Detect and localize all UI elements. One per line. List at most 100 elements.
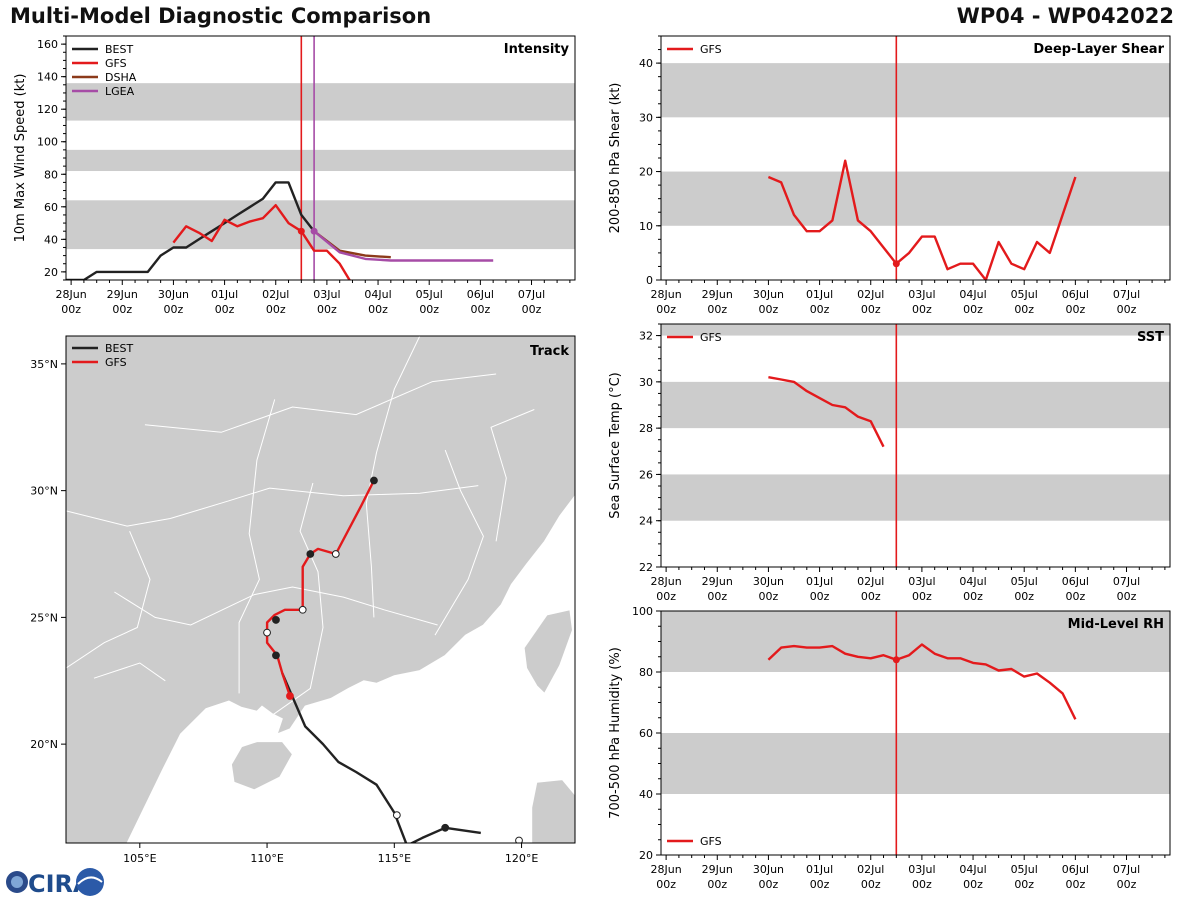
x-tick-label-hour: 00z (759, 878, 779, 891)
x-tick-label-hour: 00z (861, 303, 881, 316)
y-tick-label: 140 (37, 71, 58, 84)
x-tick-label-hour: 00z (912, 878, 932, 891)
x-tick-label-day: 06Jul (1062, 575, 1089, 588)
province-border (266, 482, 324, 720)
axes-frame (660, 323, 1171, 568)
series-line-gfs (767, 159, 1077, 280)
track-panel: 105°E 110°E 115°E 120°E 20°N 25°N 30°N 35°N Trac… (30, 335, 576, 865)
axes-frame (65, 335, 576, 844)
shaded-band (661, 733, 1170, 794)
map-area (66, 336, 575, 843)
y-tick-label: 40 (639, 788, 653, 801)
series-line-gfs (172, 203, 351, 280)
x-tick-label-day: 01Jul (211, 288, 238, 301)
x-tick-label-day: 03Jul (908, 288, 935, 301)
y-tick-label: 32 (639, 330, 653, 343)
hainan-land (230, 741, 294, 791)
y-tick-label: 120 (37, 103, 58, 116)
x-tick-label-day: 06Jul (1062, 863, 1089, 876)
x-tick-label-day: 03Jul (908, 863, 935, 876)
province-border (144, 373, 497, 433)
panel-title: Intensity (504, 42, 570, 57)
y-tick-label: 60 (44, 201, 58, 214)
x-tick-label-hour: 00z (266, 303, 286, 316)
x-tick-label-day: 28Jun (651, 863, 682, 876)
y-axis-label: 700-500 hPa Humidity (%) (608, 647, 623, 819)
x-tick-label-hour: 00z (759, 590, 779, 603)
cira-logo: CIRA (6, 868, 104, 898)
x-tick-label-hour: 00z (963, 303, 983, 316)
y-tick-label: 20 (639, 166, 653, 179)
x-tick-label-day: 06Jul (467, 288, 494, 301)
track-marker-gfs (272, 651, 280, 660)
x-tick-label-hour: 00z (1117, 878, 1137, 891)
track-line-best (281, 672, 481, 843)
track-marker-gfs (263, 628, 271, 637)
series-line-gfs (767, 643, 1077, 720)
series-line-best (66, 181, 316, 280)
panel-title: Deep-Layer Shear (1033, 42, 1164, 57)
x-tick-label-day: 29Jun (702, 575, 733, 588)
x-tick-label-day: 03Jul (313, 288, 340, 301)
plot-area (66, 36, 575, 280)
latitude-label: 25°N (30, 611, 58, 624)
y-tick-label: 22 (639, 561, 653, 574)
x-tick-label-hour: 00z (1014, 303, 1034, 316)
x-tick-label-hour: 00z (656, 590, 676, 603)
y-tick-label: 40 (639, 57, 653, 70)
x-tick-label-hour: 00z (215, 303, 235, 316)
x-tick-label-hour: 00z (164, 303, 184, 316)
x-tick-label-hour: 00z (112, 303, 132, 316)
x-tick-label-hour: 00z (61, 303, 81, 316)
panel-title: Mid-Level RH (1068, 617, 1164, 632)
x-tick-label-day: 29Jun (702, 863, 733, 876)
x-tick-label-day: 05Jul (416, 288, 443, 301)
x-tick-label-hour: 00z (317, 303, 337, 316)
y-tick-label: 20 (639, 849, 653, 862)
y-tick-label: 28 (639, 422, 653, 435)
x-tick-label-hour: 00z (861, 878, 881, 891)
y-axis-label: 10m Max Wind Speed (kt) (13, 74, 28, 243)
x-tick-label-day: 04Jul (959, 575, 986, 588)
x-tick-label-day: 01Jul (806, 863, 833, 876)
y-tick-label: 80 (44, 168, 58, 181)
x-tick-label-hour: 00z (759, 303, 779, 316)
page-title: Multi-Model Diagnostic Comparison (10, 4, 432, 28)
x-tick-label-hour: 00z (707, 878, 727, 891)
y-tick-label: 30 (639, 376, 653, 389)
storm-id-label: WP04 - WP042022 (956, 4, 1174, 28)
x-tick-label-hour: 00z (656, 878, 676, 891)
x-tick-label-hour: 00z (707, 303, 727, 316)
x-tick-label-hour: 00z (1014, 878, 1034, 891)
y-tick-label: 0 (646, 274, 653, 287)
x-tick-label-day: 07Jul (1113, 288, 1140, 301)
x-tick-label-day: 28Jun (651, 288, 682, 301)
x-tick-label-hour: 00z (1014, 590, 1034, 603)
x-tick-label-hour: 00z (810, 590, 830, 603)
x-tick-label-day: 29Jun (702, 288, 733, 301)
x-tick-label-day: 01Jul (806, 575, 833, 588)
shaded-band (66, 200, 575, 250)
x-tick-label-hour: 00z (368, 303, 388, 316)
y-tick-label: 100 (632, 605, 653, 618)
x-tick-label-day: 07Jul (1113, 575, 1140, 588)
latitude-label: 30°N (30, 485, 58, 498)
y-tick-label: 30 (639, 111, 653, 124)
x-tick-label-day: 06Jul (1062, 288, 1089, 301)
series-line-lgea (313, 230, 494, 262)
shaded-band (661, 611, 1170, 672)
x-tick-label-day: 30Jun (753, 863, 784, 876)
rh-panel: 28Jun 00z 29Jun 00z 30Jun 00z 01Jul 00z 02Jul 00z… (608, 605, 1171, 891)
x-tick-label-hour: 00z (810, 303, 830, 316)
intensity-panel: 28Jun 00z 29Jun 00z 30Jun 00z 01Jul 00z 02Jul 00z… (13, 35, 576, 316)
globe-inner-icon (11, 876, 23, 888)
series-marker-gfs (892, 656, 900, 664)
y-axis-label: Sea Surface Temp (°C) (608, 372, 623, 519)
x-tick-label-hour: 00z (1117, 590, 1137, 603)
longitude-label: 120°E (505, 852, 538, 865)
shear-panel: 28Jun 00z 29Jun 00z 30Jun 00z 01Jul 00z 02Jul 00z… (608, 35, 1171, 316)
province-border (66, 485, 479, 527)
legend-label-gfs: GFS (105, 356, 127, 369)
x-tick-label-day: 30Jun (753, 575, 784, 588)
x-tick-label-day: 02Jul (857, 575, 884, 588)
